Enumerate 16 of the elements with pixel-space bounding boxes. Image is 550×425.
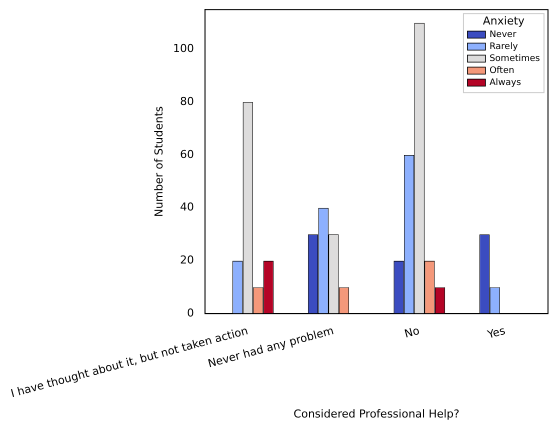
y-tick-label: 40 xyxy=(180,200,194,214)
y-tick-label: 60 xyxy=(180,148,194,161)
legend-label: Rarely xyxy=(489,42,519,52)
x-tick-label: Yes xyxy=(485,324,507,342)
legend-label: Often xyxy=(489,66,514,76)
x-tick-label: No xyxy=(403,324,422,341)
y-tick-label: 0 xyxy=(187,306,194,320)
legend-label: Sometimes xyxy=(489,54,540,64)
y-axis-title: Number of Students xyxy=(152,106,166,218)
y-tick-label: 80 xyxy=(180,94,194,108)
y-tick-label: 20 xyxy=(180,254,194,267)
y-tick-label: 100 xyxy=(173,42,194,56)
legend-label: Always xyxy=(489,78,522,88)
x-axis-title: Considered Professional Help? xyxy=(294,407,460,420)
legend-label: Never xyxy=(489,30,517,40)
legend-title: Anxiety xyxy=(482,14,526,28)
